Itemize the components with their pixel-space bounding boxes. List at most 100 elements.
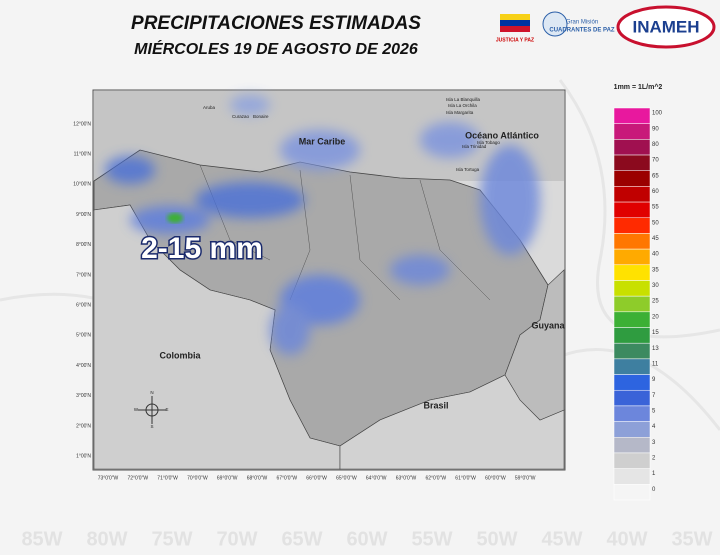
legend-swatch (613, 374, 651, 391)
lat-label: 12°00'N (73, 121, 91, 127)
legend-label: 7 (652, 393, 656, 399)
lon-label: 63°0'0"W (396, 475, 417, 481)
legend-swatch (613, 327, 651, 344)
legend-label: 2 (652, 456, 656, 462)
background-lon-label: 35W (671, 528, 712, 550)
legend-label: 0 (652, 487, 656, 493)
logo-text: JUSTICIA Y PAZ (496, 37, 534, 43)
place-label: Brasil (423, 400, 448, 410)
legend-label: 50 (652, 220, 659, 226)
legend-label: 45 (652, 236, 659, 242)
lat-label: 10°00'N (73, 182, 91, 188)
legend-label: 90 (652, 126, 659, 132)
small-place-label: Aruba (203, 105, 216, 110)
legend-label: 55 (652, 205, 659, 211)
lon-label: 65°0'0"W (336, 475, 357, 481)
small-place-label: Isla Tobago (477, 140, 500, 145)
legend-swatch (613, 217, 651, 234)
background-lon-label: 75W (151, 528, 192, 550)
small-place-label: Curazao (232, 114, 250, 119)
legend-swatch (613, 170, 651, 187)
legend-swatch (613, 342, 651, 360)
lon-label: 67°0'0"W (277, 475, 298, 481)
legend-label: 20 (652, 314, 659, 320)
lat-label: 5°00'N (76, 333, 91, 339)
legend-swatch (613, 139, 651, 156)
lon-label: 69°0'0"W (217, 475, 238, 481)
logo-text: INAMEH (632, 17, 699, 36)
background-lon-label: 55W (411, 528, 452, 550)
legend-swatch (613, 437, 651, 454)
small-place-label: Bonaire (253, 114, 269, 119)
logo-text: Gran Misión (566, 20, 598, 26)
place-label: Océano Atlántico (465, 130, 539, 140)
lon-label: 70°0'0"W (187, 475, 208, 481)
annotation: 2-15 mm (141, 232, 263, 265)
legend-label: 5 (652, 408, 656, 414)
legend-label: 80 (652, 142, 659, 148)
lat-label: 2°00'N (76, 423, 91, 429)
legend-label: 15 (652, 330, 659, 336)
legend-label: 1 (652, 471, 656, 477)
legend-label: 60 (652, 189, 659, 195)
legend-swatch (613, 389, 651, 407)
lon-label: 72°0'0"W (128, 475, 149, 481)
lon-label: 68°0'0"W (247, 475, 268, 481)
lon-label: 73°0'0"W (98, 475, 119, 481)
legend-swatch (613, 468, 651, 485)
legend-label: 65 (652, 173, 659, 179)
place-label: Colombia (159, 350, 201, 360)
legend-swatch (613, 484, 651, 501)
legend-label: 70 (652, 158, 659, 164)
legend-swatch (613, 311, 651, 328)
lon-label: 62°0'0"W (426, 475, 447, 481)
background-lon-label: 80W (86, 528, 127, 550)
small-place-label: Isla Margarita (446, 110, 474, 115)
background-lon-label: 45W (541, 528, 582, 550)
background-lon-label: 50W (476, 528, 517, 550)
legend-swatch (613, 452, 651, 469)
logo-text: CUADRANTES DE PAZ (549, 28, 615, 34)
lon-label: 59°0'0"W (515, 475, 536, 481)
place-label: Mar Caribe (299, 136, 346, 146)
background-lon-label: 85W (21, 528, 62, 550)
legend-unit: 1mm = 1L/m^2 (614, 83, 663, 91)
map (93, 91, 565, 470)
background-lon-label: 65W (281, 528, 322, 550)
legend-swatch (613, 264, 651, 281)
compass-label: E (165, 407, 168, 412)
lat-label: 3°00'N (76, 393, 91, 399)
logos: JUSTICIA Y PAZ Gran Misión CUADRANTES DE… (496, 5, 716, 49)
legend-swatch (613, 233, 651, 250)
legend-label: 100 (652, 111, 663, 117)
small-place-label: Isla La Orchila (448, 103, 477, 108)
legend-swatch (613, 248, 651, 266)
lon-label: 60°0'0"W (485, 475, 506, 481)
small-place-label: Isla Tortuga (456, 167, 480, 172)
lat-label: 1°00'N (76, 454, 91, 460)
lon-label: 66°0'0"W (306, 475, 327, 481)
legend-label: 25 (652, 299, 659, 305)
lat-label: 9°00'N (76, 212, 91, 218)
compass-label: S (150, 424, 153, 429)
title: PRECIPITACIONES ESTIMADAS (131, 13, 421, 34)
background-lon-label: 70W (216, 528, 257, 550)
legend-label: 4 (652, 424, 656, 430)
legend-swatch (613, 358, 651, 375)
background-lon-label: 60W (346, 528, 387, 550)
subtitle: MIÉRCOLES 19 DE AGOSTO DE 2026 (134, 39, 418, 58)
legend-label: 13 (652, 346, 659, 352)
lat-label: 8°00'N (76, 242, 91, 248)
place-label: Guyana (531, 320, 565, 330)
background-lon-label: 40W (606, 528, 647, 550)
small-place-label: Isla La Blanquilla (446, 97, 481, 102)
legend-swatch (613, 107, 651, 124)
lon-label: 61°0'0"W (455, 475, 476, 481)
compass-label: W (134, 407, 139, 412)
legend-swatch (613, 295, 651, 313)
legend-swatch (613, 421, 651, 438)
legend-swatch (613, 154, 651, 171)
small-place-label: Isla Trinidad (462, 144, 487, 149)
